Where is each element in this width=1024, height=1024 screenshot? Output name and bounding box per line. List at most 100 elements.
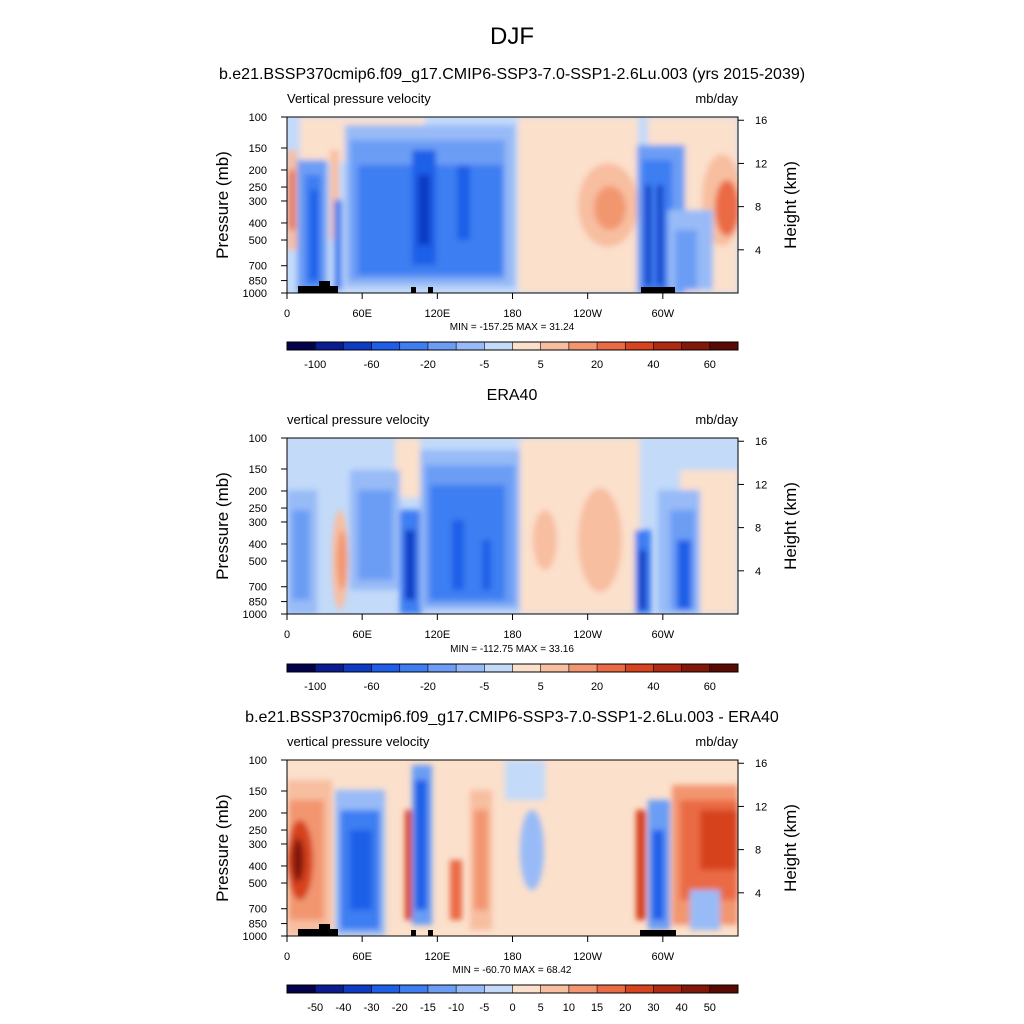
y2-tick-label: 16 <box>755 758 767 770</box>
min-max-stats: MIN = -157.25 MAX = 31.24 <box>450 322 575 333</box>
y2-tick-label: 8 <box>755 845 761 857</box>
colorbar-label: 30 <box>647 1002 659 1014</box>
x-tick-label: 120E <box>424 629 450 641</box>
colorbar-label: -40 <box>335 1002 351 1014</box>
colorbar: -100 -60 -20 -5 5 20 40 60 <box>286 663 739 693</box>
colorbar-swatch <box>540 985 570 993</box>
colorbar-label: -5 <box>479 359 489 371</box>
y2-axis-label: Height (km) <box>781 161 800 249</box>
page-title: DJF <box>490 23 534 50</box>
min-max-stats: MIN = -60.70 MAX = 68.42 <box>453 965 572 976</box>
colorbar-label: -20 <box>420 681 436 693</box>
y-tick-label: 850 <box>249 597 267 609</box>
colorbar-label: -100 <box>304 359 326 371</box>
colorbar-swatch <box>343 985 372 993</box>
colorbar-label: -30 <box>364 1002 380 1014</box>
colorbar-swatch <box>709 342 739 350</box>
x-tick-label: 120W <box>573 629 602 641</box>
colorbar-swatch <box>625 664 654 672</box>
panel-difference: b.e21.BSSP370cmip6.f09_g17.CMIP6-SSP3-7.… <box>213 709 800 1014</box>
panel-left-label: Vertical pressure velocity <box>287 91 431 106</box>
y-tick-label: 700 <box>249 582 267 594</box>
colorbar-swatch <box>681 664 711 672</box>
colorbar-swatch <box>540 664 570 672</box>
contour-field <box>287 438 738 614</box>
colorbar-label: 20 <box>591 681 603 693</box>
colorbar-swatch <box>681 985 711 993</box>
colorbar-label: -5 <box>479 1002 489 1014</box>
colorbar-label: 15 <box>591 1002 603 1014</box>
x-tick-label: 120E <box>424 308 450 320</box>
x-tick-label: 120E <box>424 951 450 963</box>
y-tick-label: 150 <box>249 464 267 476</box>
colorbar-swatch <box>512 342 542 350</box>
colorbar-swatch <box>427 664 457 672</box>
y2-tick-label: 4 <box>755 888 761 900</box>
contour-field <box>287 117 738 293</box>
colorbar-label: -20 <box>420 359 436 371</box>
x-tick-label: 60E <box>352 629 372 641</box>
y-tick-label: 200 <box>249 165 267 177</box>
colorbar-swatch <box>456 342 485 350</box>
colorbar-swatch <box>653 342 683 350</box>
colorbar-swatch <box>315 664 344 672</box>
panel-left-label: vertical pressure velocity <box>287 412 430 427</box>
y-tick-label: 400 <box>249 861 267 873</box>
min-max-stats: MIN = -112.75 MAX = 33.16 <box>450 644 574 655</box>
panel-right-label: mb/day <box>695 412 738 427</box>
y-tick-label: 400 <box>249 218 267 230</box>
colorbar-label: -60 <box>364 359 380 371</box>
y2-tick-label: 12 <box>755 801 767 813</box>
y2-tick-label: 12 <box>755 479 767 491</box>
y-tick-label: 300 <box>249 839 267 851</box>
colorbar-swatch <box>399 664 429 672</box>
colorbar-label: 40 <box>647 681 659 693</box>
panel-title: b.e21.BSSP370cmip6.f09_g17.CMIP6-SSP3-7.… <box>219 66 805 83</box>
colorbar-swatch <box>287 342 316 350</box>
colorbar-label: 5 <box>538 359 544 371</box>
panel-model: b.e21.BSSP370cmip6.f09_g17.CMIP6-SSP3-7.… <box>213 66 805 371</box>
colorbar-swatch <box>315 985 344 993</box>
y2-tick-label: 8 <box>755 202 761 214</box>
colorbar-swatch <box>456 664 485 672</box>
y-tick-label: 150 <box>249 786 267 798</box>
colorbar-swatch <box>456 985 485 993</box>
y-tick-label: 850 <box>249 276 267 288</box>
contour-field <box>287 760 738 936</box>
colorbar-swatch <box>681 342 711 350</box>
colorbar-swatch <box>371 342 401 350</box>
y-tick-label: 1000 <box>243 609 267 621</box>
y2-tick-label: 4 <box>755 566 761 578</box>
x-tick-label: 180 <box>503 951 521 963</box>
axis-ticks: 0 60E 120E 180 120W 60W 100 150 200 250 300 400 500 7… <box>243 112 768 320</box>
y-tick-label: 400 <box>249 539 267 551</box>
y-tick-label: 250 <box>249 503 267 515</box>
y-tick-label: 200 <box>249 808 267 820</box>
y-tick-label: 150 <box>249 143 267 155</box>
colorbar-swatch <box>512 985 542 993</box>
colorbar-label: -15 <box>420 1002 436 1014</box>
y-axis-label: Pressure (mb) <box>213 794 232 902</box>
colorbar-swatch <box>568 985 598 993</box>
colorbar-swatch <box>427 342 457 350</box>
colorbar-swatch <box>625 985 654 993</box>
x-tick-label: 120W <box>573 951 602 963</box>
colorbar-label: -10 <box>448 1002 464 1014</box>
panel-title: ERA40 <box>487 387 538 404</box>
colorbar-label: -20 <box>392 1002 408 1014</box>
y-tick-label: 100 <box>249 755 267 767</box>
y-tick-label: 500 <box>249 878 267 890</box>
colorbar-swatch <box>540 342 570 350</box>
axis-ticks: 0 60E 120E 180 120W 60W 100 150 200 250 300 400 500 7… <box>243 755 768 963</box>
panel-right-label: mb/day <box>695 91 738 106</box>
colorbar-label: 5 <box>538 1002 544 1014</box>
colorbar-swatch <box>315 342 344 350</box>
y-axis-label: Pressure (mb) <box>213 151 232 259</box>
colorbar-swatch <box>597 664 626 672</box>
colorbar-label: -60 <box>364 681 380 693</box>
x-tick-label: 180 <box>503 629 521 641</box>
y2-tick-label: 4 <box>755 245 761 257</box>
x-tick-label: 0 <box>284 951 290 963</box>
panel-right-label: mb/day <box>695 734 738 749</box>
